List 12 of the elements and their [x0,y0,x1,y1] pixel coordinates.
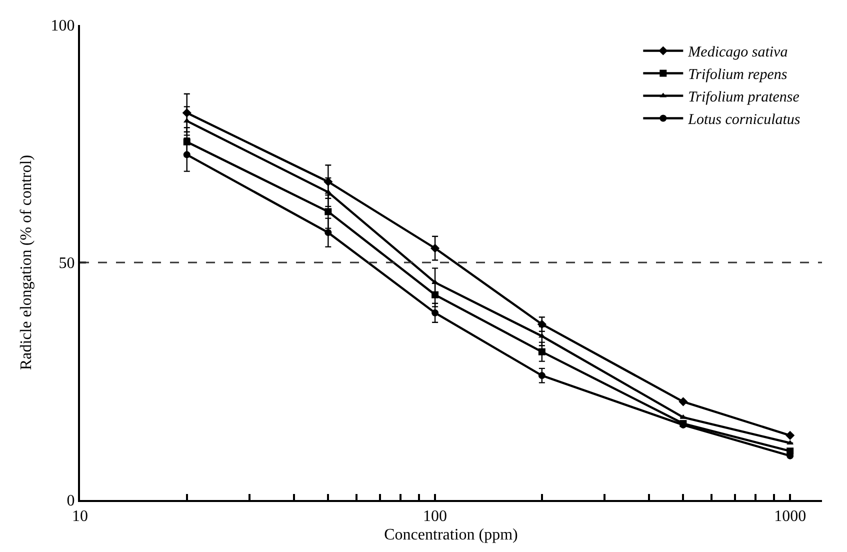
x-tick-label: 1000 [774,508,806,526]
legend-label: Medicago sativa [687,44,788,61]
y-axis-title: Radicle elongation (% of control) [18,154,36,370]
y-tick-label: 100 [50,18,75,35]
x-tick-label: 10 [72,508,88,526]
y-tick-label: 50 [58,255,75,272]
y-tick-label: 0 [66,492,75,510]
legend-label: Lotus corniculatus [687,112,800,128]
x-tick-label: 100 [423,508,448,526]
legend-label: Trifolium repens [688,67,788,84]
x-axis-title: Concentration (ppm) [384,526,518,544]
legend-label: Trifolium pratense [688,90,800,106]
